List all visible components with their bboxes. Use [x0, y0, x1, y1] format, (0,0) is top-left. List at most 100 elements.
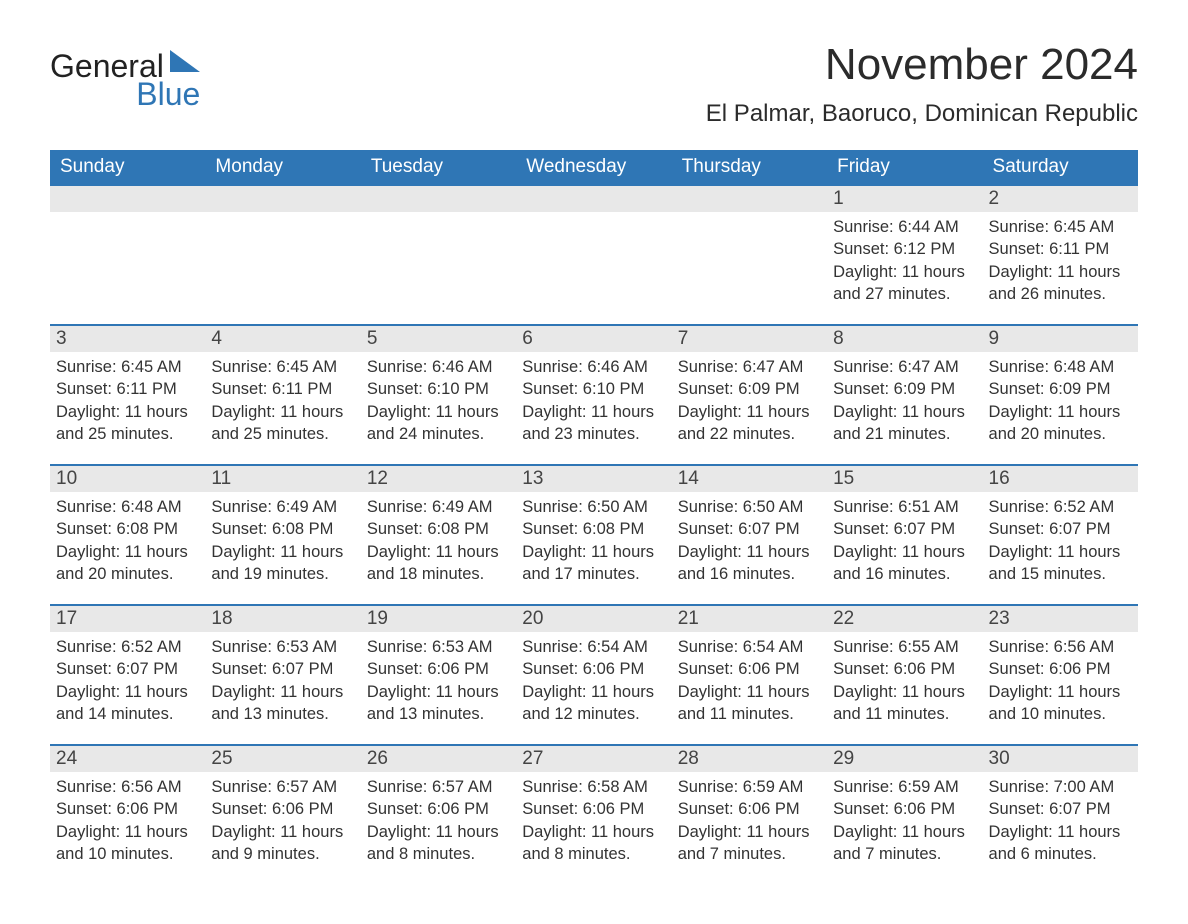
- daylight-text: Daylight: 11 hours and 26 minutes.: [989, 261, 1132, 306]
- sunset-text: Sunset: 6:10 PM: [522, 378, 665, 400]
- sunset-text: Sunset: 6:07 PM: [833, 518, 976, 540]
- day-details: Sunrise: 6:50 AMSunset: 6:08 PMDaylight:…: [516, 492, 671, 585]
- daylight-text: Daylight: 11 hours and 22 minutes.: [678, 401, 821, 446]
- day-details: Sunrise: 6:53 AMSunset: 6:06 PMDaylight:…: [361, 632, 516, 725]
- day-number: 13: [516, 464, 671, 492]
- day-number: 19: [361, 604, 516, 632]
- calendar-cell: [50, 184, 205, 324]
- sunset-text: Sunset: 6:11 PM: [989, 238, 1132, 260]
- sunrise-text: Sunrise: 6:45 AM: [989, 216, 1132, 238]
- sunrise-text: Sunrise: 6:49 AM: [211, 496, 354, 518]
- day-number: 29: [827, 744, 982, 772]
- empty-day-top: [672, 184, 827, 212]
- daylight-text: Daylight: 11 hours and 10 minutes.: [989, 681, 1132, 726]
- daylight-text: Daylight: 11 hours and 27 minutes.: [833, 261, 976, 306]
- sunrise-text: Sunrise: 6:54 AM: [522, 636, 665, 658]
- daylight-text: Daylight: 11 hours and 11 minutes.: [833, 681, 976, 726]
- sunrise-text: Sunrise: 6:48 AM: [989, 356, 1132, 378]
- day-number: 30: [983, 744, 1138, 772]
- calendar-head: SundayMondayTuesdayWednesdayThursdayFrid…: [50, 150, 1138, 184]
- sunrise-text: Sunrise: 6:47 AM: [833, 356, 976, 378]
- sunset-text: Sunset: 6:06 PM: [678, 798, 821, 820]
- day-details: Sunrise: 6:45 AMSunset: 6:11 PMDaylight:…: [205, 352, 360, 445]
- calendar-cell: 24Sunrise: 6:56 AMSunset: 6:06 PMDayligh…: [50, 744, 205, 884]
- day-header: Friday: [827, 150, 982, 184]
- calendar-cell: 23Sunrise: 6:56 AMSunset: 6:06 PMDayligh…: [983, 604, 1138, 744]
- calendar-page: General Blue November 2024 El Palmar, Ba…: [0, 0, 1188, 924]
- calendar-cell: 7Sunrise: 6:47 AMSunset: 6:09 PMDaylight…: [672, 324, 827, 464]
- sunset-text: Sunset: 6:06 PM: [522, 658, 665, 680]
- sunrise-text: Sunrise: 6:56 AM: [56, 776, 199, 798]
- calendar-cell: 15Sunrise: 6:51 AMSunset: 6:07 PMDayligh…: [827, 464, 982, 604]
- day-number: 4: [205, 324, 360, 352]
- sunrise-text: Sunrise: 6:50 AM: [522, 496, 665, 518]
- daylight-text: Daylight: 11 hours and 8 minutes.: [367, 821, 510, 866]
- empty-day-top: [50, 184, 205, 212]
- sunrise-text: Sunrise: 7:00 AM: [989, 776, 1132, 798]
- day-number: 20: [516, 604, 671, 632]
- calendar-cell: 16Sunrise: 6:52 AMSunset: 6:07 PMDayligh…: [983, 464, 1138, 604]
- daylight-text: Daylight: 11 hours and 23 minutes.: [522, 401, 665, 446]
- daylight-text: Daylight: 11 hours and 13 minutes.: [211, 681, 354, 726]
- calendar-cell: 10Sunrise: 6:48 AMSunset: 6:08 PMDayligh…: [50, 464, 205, 604]
- calendar-cell: [672, 184, 827, 324]
- daylight-text: Daylight: 11 hours and 12 minutes.: [522, 681, 665, 726]
- sunrise-text: Sunrise: 6:47 AM: [678, 356, 821, 378]
- calendar-cell: 9Sunrise: 6:48 AMSunset: 6:09 PMDaylight…: [983, 324, 1138, 464]
- empty-day-top: [361, 184, 516, 212]
- empty-day-top: [205, 184, 360, 212]
- calendar-cell: [361, 184, 516, 324]
- day-details: Sunrise: 6:48 AMSunset: 6:08 PMDaylight:…: [50, 492, 205, 585]
- daylight-text: Daylight: 11 hours and 18 minutes.: [367, 541, 510, 586]
- sunrise-text: Sunrise: 6:59 AM: [678, 776, 821, 798]
- sunrise-text: Sunrise: 6:46 AM: [522, 356, 665, 378]
- day-number: 3: [50, 324, 205, 352]
- day-number: 16: [983, 464, 1138, 492]
- sunset-text: Sunset: 6:07 PM: [678, 518, 821, 540]
- logo: General Blue: [50, 50, 200, 110]
- day-number: 7: [672, 324, 827, 352]
- sunset-text: Sunset: 6:09 PM: [833, 378, 976, 400]
- day-header: Thursday: [672, 150, 827, 184]
- calendar-cell: 18Sunrise: 6:53 AMSunset: 6:07 PMDayligh…: [205, 604, 360, 744]
- page-subtitle: El Palmar, Baoruco, Dominican Republic: [706, 100, 1138, 128]
- day-header: Sunday: [50, 150, 205, 184]
- sunrise-text: Sunrise: 6:52 AM: [56, 636, 199, 658]
- calendar-table: SundayMondayTuesdayWednesdayThursdayFrid…: [50, 150, 1138, 884]
- day-details: Sunrise: 6:47 AMSunset: 6:09 PMDaylight:…: [672, 352, 827, 445]
- sunset-text: Sunset: 6:07 PM: [56, 658, 199, 680]
- sunrise-text: Sunrise: 6:59 AM: [833, 776, 976, 798]
- day-details: Sunrise: 6:53 AMSunset: 6:07 PMDaylight:…: [205, 632, 360, 725]
- day-details: Sunrise: 6:56 AMSunset: 6:06 PMDaylight:…: [50, 772, 205, 865]
- sunset-text: Sunset: 6:06 PM: [211, 798, 354, 820]
- title-block: November 2024 El Palmar, Baoruco, Domini…: [706, 40, 1138, 128]
- sunset-text: Sunset: 6:06 PM: [833, 658, 976, 680]
- day-details: Sunrise: 6:48 AMSunset: 6:09 PMDaylight:…: [983, 352, 1138, 445]
- calendar-cell: 4Sunrise: 6:45 AMSunset: 6:11 PMDaylight…: [205, 324, 360, 464]
- sunrise-text: Sunrise: 6:45 AM: [211, 356, 354, 378]
- calendar-cell: 30Sunrise: 7:00 AMSunset: 6:07 PMDayligh…: [983, 744, 1138, 884]
- day-details: Sunrise: 6:57 AMSunset: 6:06 PMDaylight:…: [205, 772, 360, 865]
- logo-triangle-icon: [170, 50, 200, 77]
- day-details: Sunrise: 6:46 AMSunset: 6:10 PMDaylight:…: [516, 352, 671, 445]
- calendar-cell: 21Sunrise: 6:54 AMSunset: 6:06 PMDayligh…: [672, 604, 827, 744]
- header-row: General Blue November 2024 El Palmar, Ba…: [50, 40, 1138, 128]
- daylight-text: Daylight: 11 hours and 25 minutes.: [211, 401, 354, 446]
- day-number: 2: [983, 184, 1138, 212]
- day-number: 18: [205, 604, 360, 632]
- daylight-text: Daylight: 11 hours and 9 minutes.: [211, 821, 354, 866]
- day-number: 25: [205, 744, 360, 772]
- day-details: Sunrise: 6:54 AMSunset: 6:06 PMDaylight:…: [516, 632, 671, 725]
- day-number: 6: [516, 324, 671, 352]
- sunrise-text: Sunrise: 6:54 AM: [678, 636, 821, 658]
- calendar-cell: 22Sunrise: 6:55 AMSunset: 6:06 PMDayligh…: [827, 604, 982, 744]
- day-number: 22: [827, 604, 982, 632]
- sunrise-text: Sunrise: 6:49 AM: [367, 496, 510, 518]
- day-number: 10: [50, 464, 205, 492]
- day-number: 27: [516, 744, 671, 772]
- calendar-cell: 17Sunrise: 6:52 AMSunset: 6:07 PMDayligh…: [50, 604, 205, 744]
- sunset-text: Sunset: 6:08 PM: [56, 518, 199, 540]
- sunset-text: Sunset: 6:09 PM: [678, 378, 821, 400]
- day-details: Sunrise: 6:55 AMSunset: 6:06 PMDaylight:…: [827, 632, 982, 725]
- daylight-text: Daylight: 11 hours and 13 minutes.: [367, 681, 510, 726]
